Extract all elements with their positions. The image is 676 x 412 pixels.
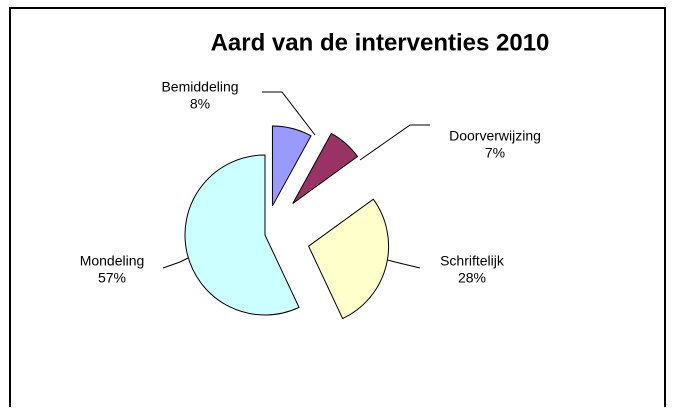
pie-slice [184, 154, 300, 316]
slice-label: Bemiddeling [161, 79, 238, 95]
leader-line [262, 91, 316, 136]
leader-line [359, 124, 430, 161]
slice-label: Doorverwijzing [449, 128, 541, 144]
slice-value-label: 8% [190, 96, 210, 112]
pie-slice [292, 132, 359, 204]
chart-frame [9, 7, 666, 412]
pie-slice [307, 198, 390, 320]
pie-slice [271, 125, 312, 207]
slice-label: Schriftelijk [440, 253, 505, 269]
slice-label: Mondeling [80, 253, 145, 269]
slice-value-label: 7% [485, 145, 505, 161]
slice-value-label: 57% [98, 270, 126, 286]
chart-title: Aard van de interventies 2010 [211, 29, 550, 56]
slice-value-label: 28% [458, 270, 486, 286]
leader-line [162, 257, 189, 269]
